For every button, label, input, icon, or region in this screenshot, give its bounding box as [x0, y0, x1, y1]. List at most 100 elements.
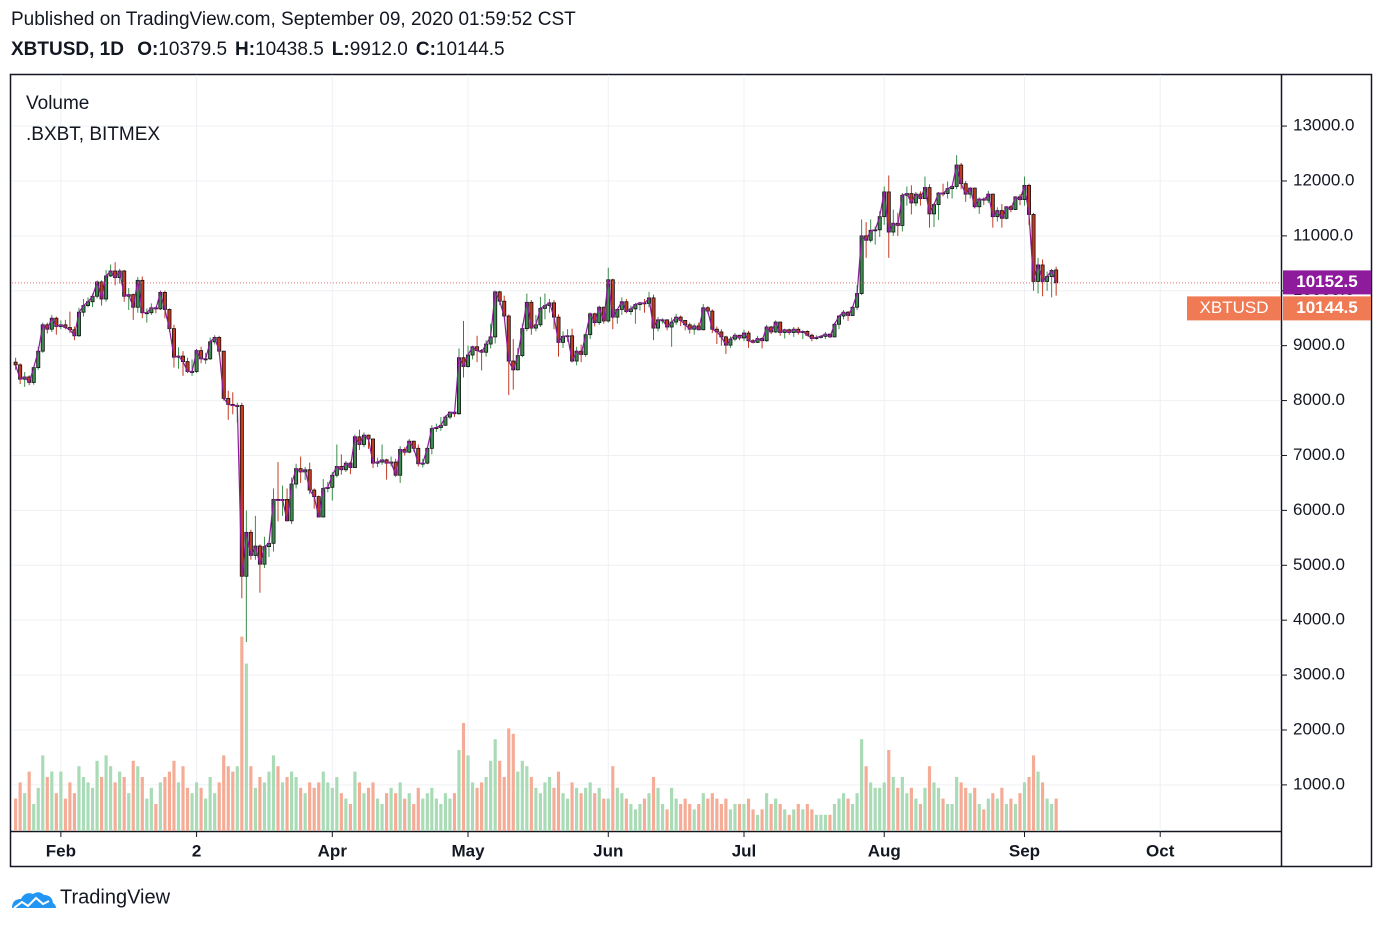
volume-bar: [918, 804, 923, 831]
volume-bar: [602, 798, 606, 831]
volume-bar: [914, 798, 918, 831]
x-tick-label: Aug: [868, 841, 901, 860]
volume-bar: [674, 798, 678, 831]
ohlc-key: L:: [332, 39, 350, 60]
volume-bar: [90, 787, 95, 831]
volume-bar: [344, 798, 348, 831]
volume-bar: [565, 798, 570, 831]
volume-bar: [63, 798, 67, 831]
axes: 1000.0 2000.0 3000.0 4000.0 5000.0 6000.0 7000…: [12, 116, 1371, 860]
volume-bar: [520, 760, 524, 831]
volume-bar: [240, 636, 244, 831]
volume-bar: [54, 793, 58, 831]
y-tick-label: 9000.0: [1293, 335, 1345, 354]
volume-bar: [461, 723, 466, 831]
volume-bar: [1004, 804, 1008, 831]
volume-bar: [774, 798, 778, 831]
volume-bar: [511, 733, 515, 831]
volume-bar: [701, 793, 705, 831]
volume-bar: [498, 760, 502, 831]
candle-body: [13, 361, 18, 366]
volume-bar: [448, 798, 452, 831]
volume-bar: [86, 782, 90, 831]
volume-bar: [443, 793, 447, 831]
y-tick-label: 13000.0: [1293, 116, 1354, 135]
volume-bar: [213, 793, 217, 831]
volume-bar: [1018, 793, 1022, 831]
volume-bar: [850, 804, 855, 831]
volume-bar: [697, 804, 701, 831]
volume-bar: [801, 809, 805, 831]
volume-bar: [837, 798, 841, 831]
volume-bar: [104, 755, 108, 831]
volume-bar: [819, 814, 823, 831]
volume-bar: [755, 814, 760, 831]
x-tick-label: Oct: [1146, 841, 1175, 860]
volume-bar: [900, 777, 904, 831]
volume-bar: [832, 804, 837, 831]
volume-bar: [330, 787, 334, 831]
volume-bar: [878, 787, 882, 831]
volume-bar: [656, 787, 660, 831]
volume-bar: [647, 793, 651, 831]
volume-bar: [710, 793, 714, 831]
volume-bar: [529, 777, 533, 831]
volume-bar: [95, 760, 99, 831]
volume-bar: [50, 771, 54, 831]
y-tick-label: 2000.0: [1293, 719, 1345, 738]
ohlc-key: O:: [137, 39, 158, 60]
volume-bar: [584, 787, 588, 831]
x-tick-label: 2: [192, 841, 201, 860]
volume-bar: [706, 798, 710, 831]
x-tick-label: May: [451, 841, 485, 860]
volume-bar: [258, 777, 262, 831]
volume-bar: [909, 787, 913, 831]
volume-bar: [109, 766, 113, 831]
volume-bar: [285, 777, 289, 831]
volume-bar: [181, 766, 185, 831]
volume-bar: [403, 798, 407, 831]
brand: TradingView: [60, 886, 171, 908]
volume-bar: [398, 782, 402, 831]
ohlc-value: 10379.5: [158, 39, 227, 60]
index-line: [15, 164, 1057, 577]
volume-bar: [222, 755, 226, 831]
volume-bar: [547, 777, 552, 831]
volume-bar: [380, 804, 384, 831]
volume-bar: [507, 728, 511, 831]
volume-bar: [882, 782, 886, 831]
volume-bar: [1027, 777, 1031, 831]
volume-bar: [905, 793, 909, 831]
volume-bar: [140, 777, 144, 831]
brand-logo: [12, 892, 56, 909]
symbol-header: XBTUSD, 1D O:10379.5 H:10438.5 L:9912.0 C:1…: [11, 39, 505, 60]
ohlc-value: 9912.0: [350, 39, 408, 60]
volume-bar: [480, 782, 484, 831]
volume-bar: [543, 782, 547, 831]
volume-bar: [629, 804, 633, 831]
volume-bar: [891, 777, 895, 831]
volume-bar: [620, 793, 624, 831]
volume-bar: [190, 793, 194, 831]
volume-bar: [72, 793, 77, 831]
volume-bar: [271, 755, 276, 831]
volume-bar: [145, 798, 149, 831]
volume-bar: [194, 782, 199, 831]
volume-bar: [823, 814, 828, 831]
volume-bar: [353, 771, 357, 831]
volume-bar: [267, 771, 271, 831]
volume-bar: [787, 814, 791, 831]
volume-bar: [321, 771, 325, 831]
volume-bar: [538, 793, 542, 831]
volume-bar: [81, 777, 86, 831]
volume-bar: [760, 809, 764, 831]
volume-bar: [407, 793, 411, 831]
volume-bar: [32, 804, 36, 831]
volume-bar: [18, 782, 22, 831]
volume-bar: [651, 777, 656, 831]
volume-bar: [977, 804, 981, 831]
ohlc-key: H:: [235, 39, 255, 60]
y-tick-label: 5000.0: [1293, 555, 1345, 574]
volume-bar: [742, 804, 746, 831]
volume-bar: [846, 798, 850, 831]
